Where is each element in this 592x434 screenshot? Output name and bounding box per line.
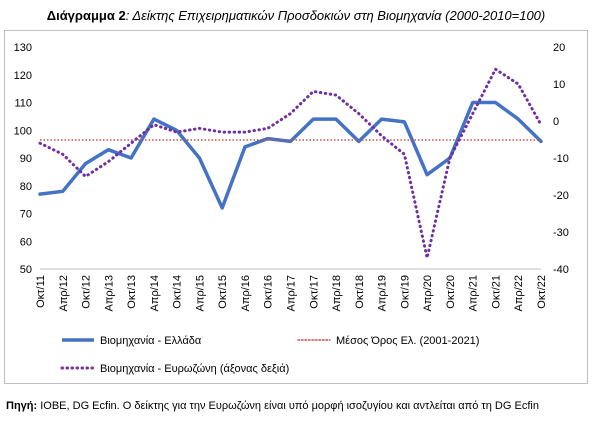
legend-entry: Βιομηχανία - Ευρωζώνη (άξονας δεξιά) <box>100 363 289 375</box>
series-line-eurozone <box>38 67 543 260</box>
data-point <box>289 112 291 114</box>
data-point <box>221 131 223 133</box>
data-point <box>267 127 269 129</box>
source-note: Πηγή: ΙΟΒΕ, DG Ecfin. Ο δείκτης για την … <box>6 399 586 413</box>
x-tick-label: Οκτ/22 <box>536 275 548 309</box>
y-tick-label: 110 <box>14 98 32 110</box>
data-point <box>494 101 496 103</box>
data-point <box>221 207 223 209</box>
data-point <box>244 131 246 133</box>
x-tick-label: Οκτ/14 <box>172 275 184 309</box>
data-point <box>335 118 337 120</box>
x-tick-label: Οκτ/18 <box>354 275 366 309</box>
data-point <box>517 118 519 120</box>
chart-title-rest: : Δείκτης Επιχειρηματικών Προσδοκιών στη… <box>125 8 546 23</box>
chart-frame <box>4 30 588 384</box>
x-tick-label: Απρ/18 <box>331 275 343 311</box>
y-tick-label: 80 <box>20 181 32 193</box>
data-point <box>107 161 109 163</box>
x-tick-label: Οκτ/21 <box>490 275 502 309</box>
chart-title-bold: Διάγραμμα 2 <box>46 8 126 23</box>
y-tick-label: 50 <box>20 264 32 276</box>
x-tick-label: Οκτ/11 <box>35 275 47 308</box>
y2-tick-label: -40 <box>553 264 569 276</box>
data-point <box>130 157 132 159</box>
data-point <box>403 153 405 155</box>
data-point <box>153 124 155 126</box>
data-point <box>39 142 41 144</box>
data-point <box>130 142 132 144</box>
data-point <box>426 173 428 175</box>
data-point <box>312 118 314 120</box>
x-tick-label: Απρ/12 <box>58 275 70 311</box>
line-chart: 50 60 70 80 90 100 110 120 130 -40 -30 -20 -10 0 10 20 Ο… <box>14 42 569 375</box>
y2-tick-label: 20 <box>553 42 565 54</box>
data-point <box>517 83 519 85</box>
y-tick-label: 130 <box>14 42 32 54</box>
data-point <box>107 148 109 150</box>
data-point <box>198 127 200 129</box>
x-tick-label: Οκτ/20 <box>445 275 457 309</box>
y-tick-label: 120 <box>14 70 32 82</box>
legend-entry: Μέσος Όρος Ελ. (2001-2021) <box>336 335 479 347</box>
y2-tick-label: 10 <box>553 79 565 91</box>
x-tick-label: Απρ/14 <box>149 275 161 311</box>
y2-tick-label: -20 <box>553 190 569 202</box>
x-tick-label: Απρ/20 <box>422 275 434 311</box>
y2-tick-label: -10 <box>553 153 569 165</box>
data-point <box>39 193 41 195</box>
y-tick-label: 60 <box>20 236 32 248</box>
x-tick-label: Οκτ/12 <box>81 275 93 309</box>
x-tick-label: Απρ/15 <box>194 275 206 311</box>
x-tick-label: Απρ/13 <box>103 275 115 311</box>
y-tick-label: 100 <box>14 125 32 137</box>
x-tick-label: Απρ/21 <box>468 275 480 311</box>
data-point <box>494 68 496 70</box>
data-point <box>335 94 337 96</box>
data-point <box>153 118 155 120</box>
legend-entry: Βιομηχανία - Ελλάδα <box>100 335 202 347</box>
x-tick-label: Οκτ/15 <box>217 275 229 309</box>
x-tick-label: Οκτ/16 <box>263 275 275 309</box>
data-point <box>403 121 405 123</box>
data-point <box>471 101 473 103</box>
x-tick-label: Απρ/16 <box>240 275 252 311</box>
data-point <box>380 118 382 120</box>
data-point <box>358 112 360 114</box>
data-point <box>471 112 473 114</box>
y-tick-label: 70 <box>20 209 32 221</box>
data-point <box>540 124 542 126</box>
data-point <box>312 90 314 92</box>
y2-tick-label: -30 <box>553 227 569 239</box>
x-tick-label: Απρ/19 <box>377 275 389 311</box>
data-point <box>84 175 86 177</box>
source-text: ΙΟΒΕ, DG Ecfin. Ο δείκτης για την Ευρωζώ… <box>37 400 539 412</box>
data-point <box>244 146 246 148</box>
y-tick-label: 90 <box>20 153 32 165</box>
chart-title: Διάγραμμα 2: Δείκτης Επιχειρηματικών Προ… <box>0 8 592 23</box>
data-point <box>62 190 64 192</box>
data-point <box>198 157 200 159</box>
source-label: Πηγή: <box>6 400 38 412</box>
data-point <box>449 157 451 159</box>
data-point <box>62 153 64 155</box>
data-point <box>426 257 428 259</box>
x-tick-label: Απρ/22 <box>513 275 525 311</box>
x-tick-label: Οκτ/19 <box>399 275 411 309</box>
x-tick-label: Οκτ/13 <box>126 275 138 309</box>
data-point <box>175 131 177 133</box>
x-tick-label: Απρ/17 <box>286 275 298 311</box>
data-point <box>380 135 382 137</box>
y2-tick-label: 0 <box>553 116 559 128</box>
x-tick-label: Οκτ/17 <box>308 275 320 309</box>
data-point <box>84 162 86 164</box>
